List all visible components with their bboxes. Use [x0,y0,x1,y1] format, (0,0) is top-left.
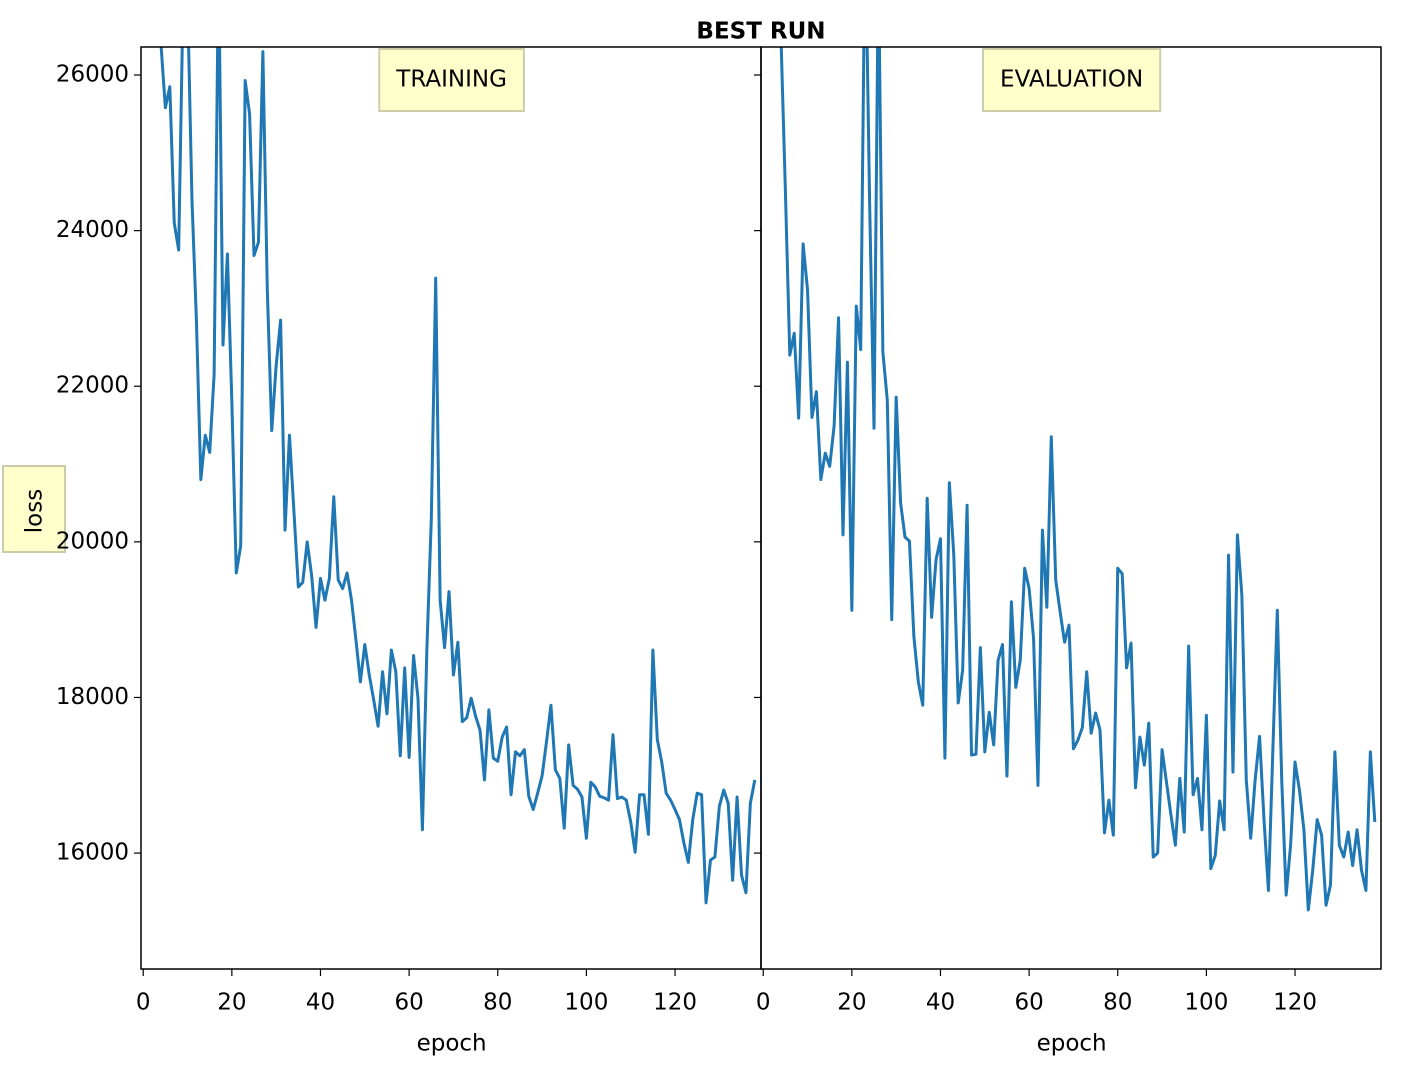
x-tick-label: 60 [394,990,423,1016]
annotation-box [982,48,1162,112]
x-tick-label: 60 [1014,990,1043,1016]
y-tick-label: 22000 [56,373,129,399]
annotation: EVALUATION [1000,67,1143,93]
x-tick-label: 40 [926,990,955,1016]
x-tick-label: 20 [837,990,866,1016]
x-tick-label: 100 [1184,990,1228,1016]
x-tick-label: 120 [1273,990,1317,1016]
x-axis-label: epoch [1037,1031,1107,1057]
axes-frame [760,46,1382,970]
y-axis-label: loss [22,489,48,533]
x-tick-label: 0 [756,990,771,1016]
loss-line [159,47,757,905]
y-tick-label: 16000 [56,840,129,866]
y-tick-label: 18000 [56,684,129,710]
x-tick-label: 80 [483,990,512,1016]
x-tick-label: 120 [653,990,697,1016]
plot-area [159,47,757,905]
x-axis-label: epoch [417,1031,487,1057]
y-label-box [2,465,66,553]
y-tick-label: 24000 [56,217,129,243]
y-tick-label: 26000 [56,62,129,88]
x-tick-label: 40 [306,990,335,1016]
y-tick-label: 20000 [56,528,129,554]
x-tick-label: 80 [1103,990,1132,1016]
x-tick-label: 100 [564,990,608,1016]
figure-title: BEST RUN [696,19,825,45]
x-tick-label: 20 [217,990,246,1016]
plot-area [779,47,1377,912]
x-tick-label: 0 [136,990,151,1016]
loss-line [779,47,1377,912]
annotation-box [378,48,525,112]
annotation: TRAINING [395,67,507,93]
